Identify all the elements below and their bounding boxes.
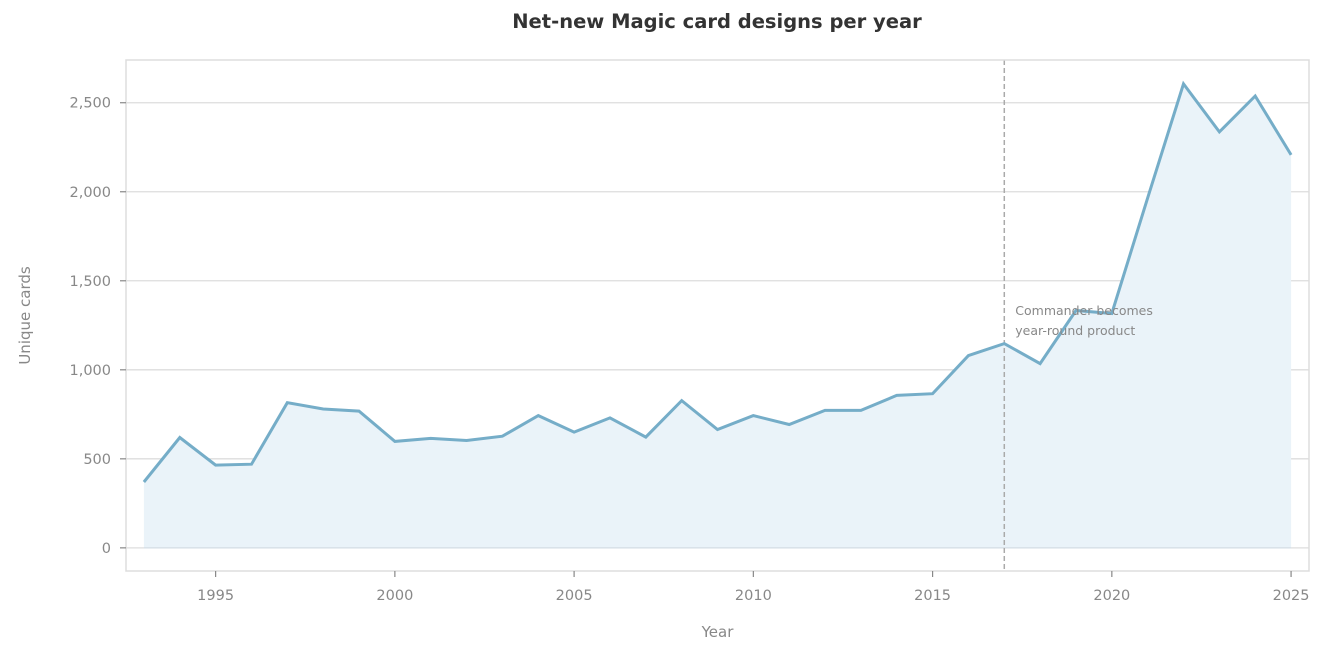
- y-tick-label: 0: [102, 541, 111, 557]
- y-axis-label: Unique cards: [16, 266, 34, 365]
- annotation-text-line-1: Commander becomes: [1015, 303, 1153, 318]
- annotation-text-line-2: year-round product: [1015, 323, 1135, 338]
- x-tick-label: 2000: [376, 588, 413, 604]
- y-tick-label: 500: [83, 452, 111, 468]
- x-axis-ticks: 1995 2000 2005 2010 2015 2020 2025: [197, 571, 1310, 604]
- y-tick-label: 2,500: [69, 96, 111, 112]
- x-tick-label: 2020: [1093, 588, 1130, 604]
- x-tick-label: 2015: [914, 588, 951, 604]
- data-line: [142, 80, 1293, 483]
- y-tick-label: 1,000: [69, 363, 111, 379]
- x-tick-label: 2025: [1273, 588, 1310, 604]
- x-tick-label: 2010: [735, 588, 772, 604]
- y-axis-ticks: 0 500 1,000 1,500 2,000 2,500: [69, 96, 126, 557]
- x-tick-label: 2005: [556, 588, 593, 604]
- plot-frame: [125, 59, 1310, 572]
- chart-title: Net-new Magic card designs per year: [512, 10, 922, 33]
- x-axis-label: Year: [701, 623, 735, 641]
- x-tick-label: 1995: [197, 588, 234, 604]
- y-tick-label: 2,000: [69, 185, 111, 201]
- y-tick-label: 1,500: [69, 274, 111, 290]
